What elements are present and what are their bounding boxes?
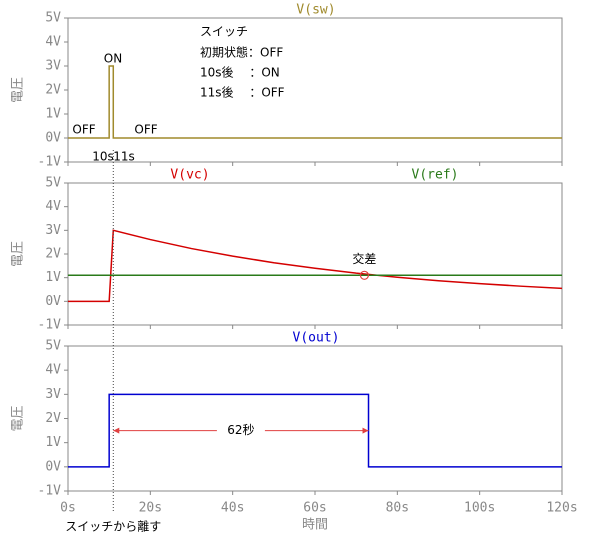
y-tick-label: 0V bbox=[45, 131, 61, 146]
y-tick-label: 0V bbox=[45, 459, 61, 474]
annotation: 初期状態：OFF bbox=[200, 45, 283, 60]
y-tick-label: 1V bbox=[45, 107, 61, 122]
y-axis-label: 電圧 bbox=[11, 405, 26, 431]
series-title: V(ref) bbox=[412, 168, 459, 183]
x-tick-label: 80s bbox=[386, 501, 409, 516]
crossing-marker bbox=[359, 270, 369, 280]
y-tick-label: 5V bbox=[45, 11, 61, 26]
x-tick-label: 100s bbox=[464, 501, 495, 516]
x-axis-label: 時間 bbox=[302, 518, 328, 533]
annotation: 10s後 ：ON bbox=[200, 66, 280, 80]
y-tick-label: 0V bbox=[45, 294, 61, 309]
y-tick-label: 2V bbox=[45, 83, 61, 98]
x-tick-label: 40s bbox=[221, 501, 244, 516]
y-tick-label: 4V bbox=[45, 199, 61, 214]
plot-frame bbox=[67, 345, 563, 492]
y-tick-label: 1V bbox=[45, 435, 61, 450]
y-axis-label: 電圧 bbox=[11, 77, 26, 103]
annotation: 10s bbox=[92, 150, 114, 164]
y-tick-label: 3V bbox=[45, 387, 61, 402]
x-tick-label: 20s bbox=[139, 501, 162, 516]
annotation: 交差 bbox=[352, 251, 376, 266]
annotation: 62秒 bbox=[227, 423, 254, 437]
annotation: 11s bbox=[113, 150, 135, 164]
annotation: スイッチ bbox=[200, 25, 248, 39]
x-tick-label: 120s bbox=[546, 501, 577, 516]
plot-frame bbox=[67, 182, 563, 326]
y-tick-label: 2V bbox=[45, 411, 61, 426]
y-tick-label: 2V bbox=[45, 247, 61, 262]
y-tick-label: 3V bbox=[45, 223, 61, 238]
y-tick-label: 5V bbox=[45, 339, 61, 354]
plot-frame bbox=[67, 17, 563, 163]
series-line bbox=[68, 229, 563, 303]
y-tick-label: -1V bbox=[38, 318, 62, 333]
annotation: スイッチから離す bbox=[65, 520, 161, 534]
y-tick-label: 3V bbox=[45, 59, 61, 74]
series-title: V(sw) bbox=[296, 3, 335, 18]
y-axis-label: 電圧 bbox=[11, 241, 26, 267]
y-tick-label: 1V bbox=[45, 270, 61, 285]
series-title: V(vc) bbox=[170, 168, 209, 183]
x-tick-label: 0s bbox=[60, 501, 76, 516]
x-tick-label: 60s bbox=[303, 501, 326, 516]
annotation: OFF bbox=[72, 123, 95, 137]
y-tick-label: 5V bbox=[45, 176, 61, 191]
y-tick-label: -1V bbox=[38, 155, 62, 170]
series-title: V(out) bbox=[293, 331, 340, 346]
annotation: 11s後 ：OFF bbox=[200, 86, 285, 100]
series-line bbox=[68, 393, 562, 468]
y-tick-label: 4V bbox=[45, 35, 61, 50]
annotation: OFF bbox=[134, 123, 157, 137]
y-tick-label: -1V bbox=[38, 484, 62, 499]
y-tick-label: 4V bbox=[45, 363, 61, 378]
series-line bbox=[68, 65, 562, 139]
annotation: ON bbox=[104, 52, 122, 66]
